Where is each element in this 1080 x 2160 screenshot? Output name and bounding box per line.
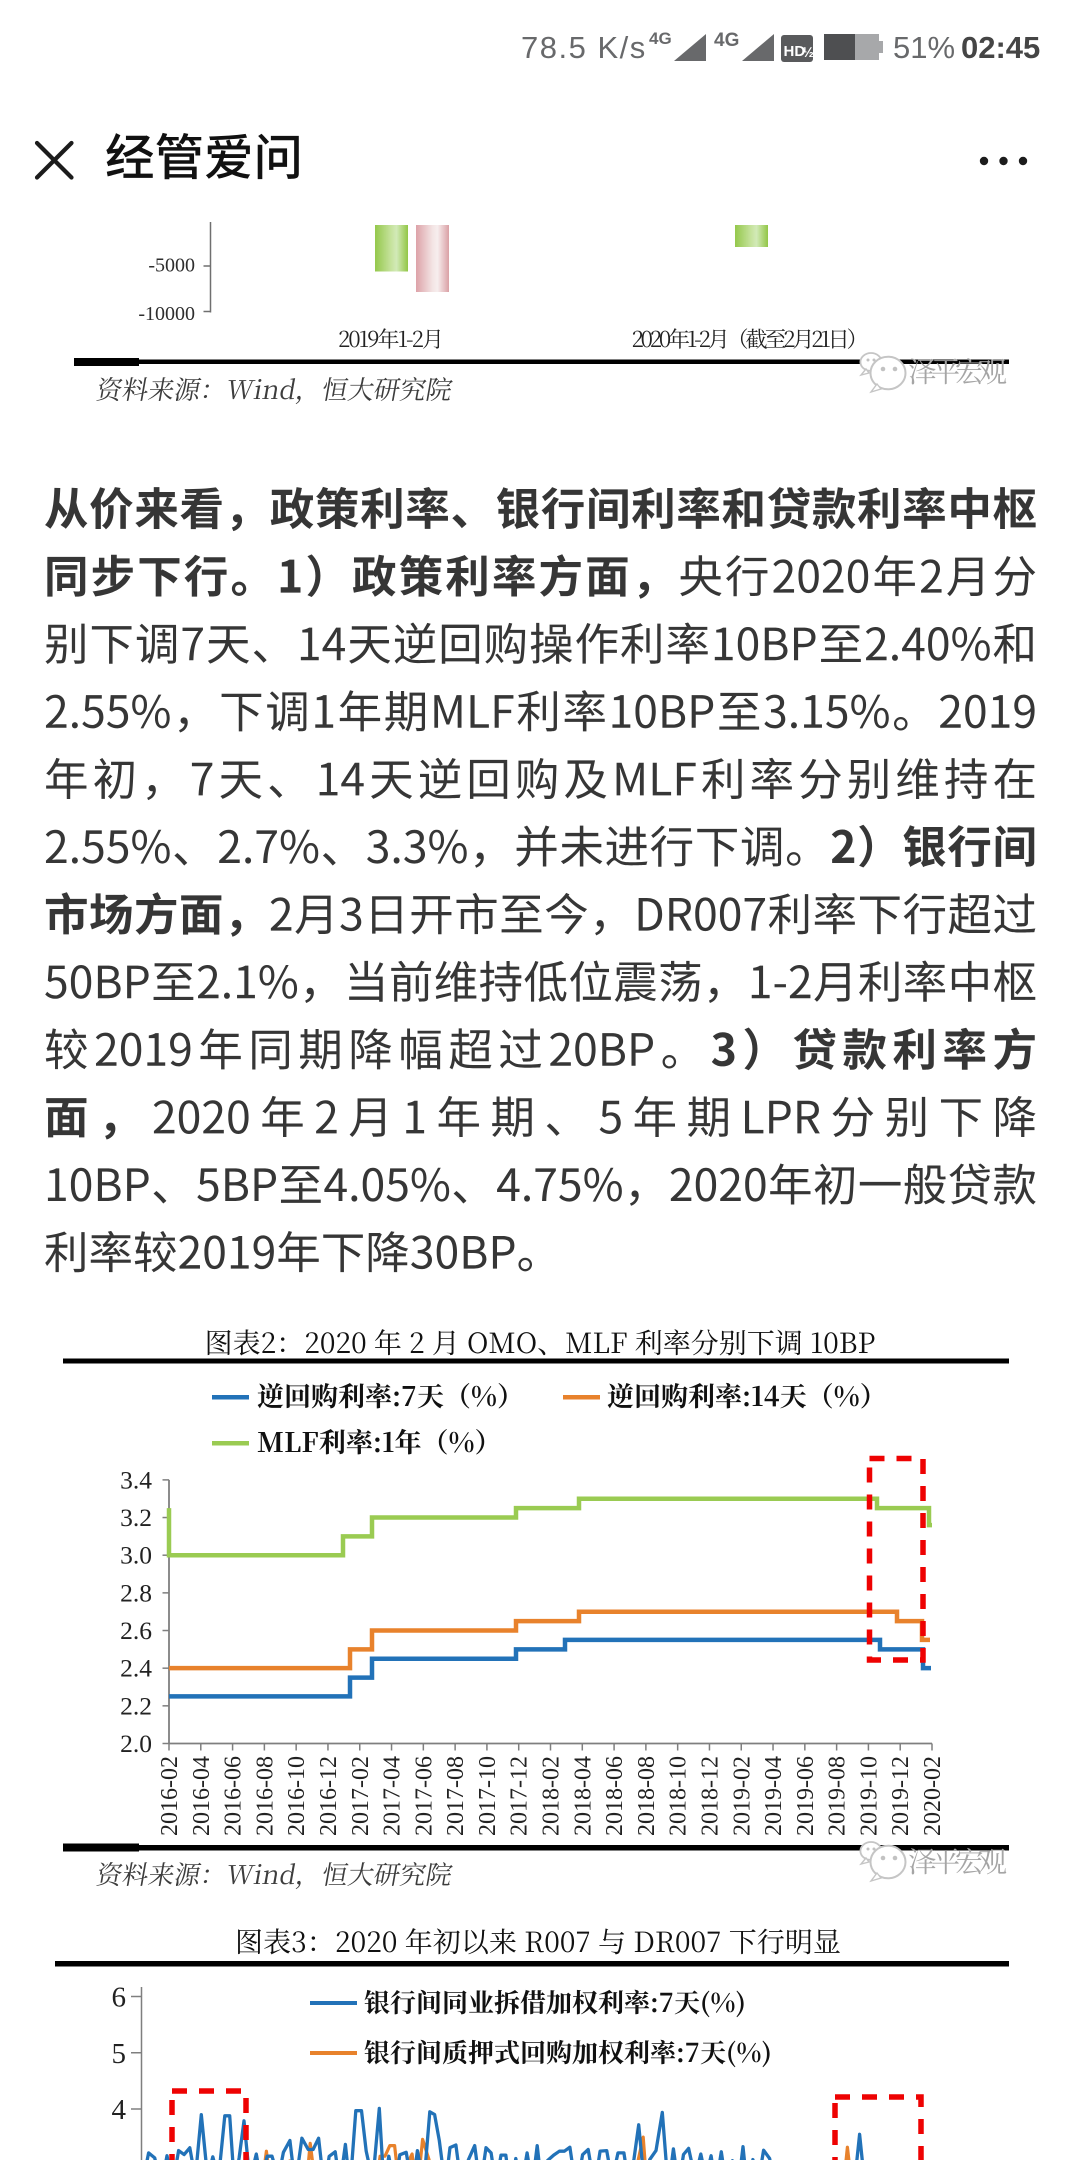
svg-text:-10000: -10000 <box>138 303 195 325</box>
svg-text:2.4: 2.4 <box>120 1654 152 1683</box>
svg-text:2.0: 2.0 <box>120 1729 152 1758</box>
svg-text:-5000: -5000 <box>148 255 195 277</box>
svg-text:02:45: 02:45 <box>961 30 1040 65</box>
svg-text:2019-10: 2019-10 <box>856 1756 882 1836</box>
svg-text:2016-06: 2016-06 <box>221 1756 247 1836</box>
svg-text:2016-12: 2016-12 <box>316 1756 342 1836</box>
svg-text:2018-10: 2018-10 <box>666 1756 692 1836</box>
svg-text:2017-08: 2017-08 <box>443 1756 469 1836</box>
svg-text:51%: 51% <box>893 30 955 65</box>
svg-text:78.5 K/s: 78.5 K/s <box>521 30 647 65</box>
svg-text:½: ½ <box>803 45 814 60</box>
svg-text:2017-10: 2017-10 <box>475 1756 501 1836</box>
svg-text:5: 5 <box>112 2038 127 2070</box>
svg-text:2016-08: 2016-08 <box>252 1756 278 1836</box>
svg-text:2017-06: 2017-06 <box>411 1756 437 1836</box>
svg-text:2017-02: 2017-02 <box>348 1756 374 1836</box>
svg-text:3.0: 3.0 <box>120 1541 152 1570</box>
svg-text:4G: 4G <box>649 29 672 48</box>
svg-text:HD: HD <box>784 43 806 60</box>
svg-text:2018-08: 2018-08 <box>634 1756 660 1836</box>
svg-text:2020-02: 2020-02 <box>920 1756 946 1836</box>
svg-text:2018-12: 2018-12 <box>697 1756 723 1836</box>
svg-text:2017-12: 2017-12 <box>507 1756 533 1836</box>
svg-text:4G: 4G <box>714 30 739 51</box>
svg-text:2019-04: 2019-04 <box>761 1756 787 1836</box>
svg-text:2.6: 2.6 <box>120 1616 152 1645</box>
svg-text:2.2: 2.2 <box>120 1691 152 1720</box>
svg-text:2018-06: 2018-06 <box>602 1756 628 1836</box>
svg-text:3.2: 3.2 <box>120 1503 152 1532</box>
svg-text:2016-10: 2016-10 <box>284 1756 310 1836</box>
svg-text:3.4: 3.4 <box>120 1465 152 1494</box>
svg-text:6: 6 <box>112 1982 127 2014</box>
svg-text:2016-04: 2016-04 <box>189 1756 215 1836</box>
svg-text:2019-08: 2019-08 <box>825 1756 851 1836</box>
svg-text:4: 4 <box>112 2094 127 2126</box>
svg-text:2019-12: 2019-12 <box>888 1756 914 1836</box>
svg-text:2017-04: 2017-04 <box>380 1756 406 1836</box>
svg-text:2018-04: 2018-04 <box>570 1756 596 1836</box>
svg-text:2.8: 2.8 <box>120 1578 152 1607</box>
svg-text:2019-06: 2019-06 <box>793 1756 819 1836</box>
svg-text:2016-02: 2016-02 <box>157 1756 183 1836</box>
svg-text:2018-02: 2018-02 <box>539 1756 565 1836</box>
svg-text:2019-02: 2019-02 <box>729 1756 755 1836</box>
